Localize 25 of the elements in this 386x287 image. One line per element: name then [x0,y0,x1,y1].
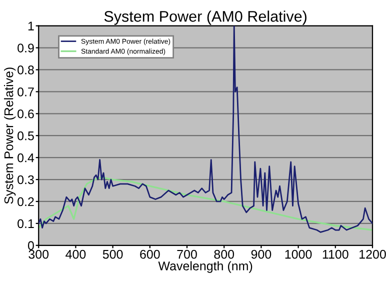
x-axis-title: Wavelength (nm) [158,261,252,273]
x-tick-label: 600 [140,250,160,259]
line-series [38,176,372,231]
y-tick-label: 0.5 [18,131,34,140]
y-tick-label: 0.3 [18,175,34,184]
x-tick-label: 300 [28,250,49,259]
x-tick-label: 1000 [285,250,312,259]
x-tick-label: 500 [102,250,123,259]
x-tick-label: 700 [177,250,197,259]
y-tick-label: 0.7 [18,87,34,96]
y-tick-label: 0.9 [18,44,34,52]
y-tick-label: 0 [28,241,34,250]
x-tick-label: 400 [66,250,86,259]
y-axis-title: System Power (Relative) [4,68,16,204]
y-tick-label: 0.8 [18,66,34,74]
x-tick-label: 900 [251,250,272,259]
x-tick-label: 800 [214,250,234,259]
y-tick-label: 0.6 [18,109,34,118]
x-tick-label: 1100 [322,250,348,259]
x-tick-label: 1200 [360,250,386,259]
y-tick-label: 0.4 [18,153,34,162]
y-tick-label: 0.2 [18,197,34,206]
y-tick-label: 1 [28,22,34,30]
chart-title: System Power (AM0 Relative) [104,10,306,25]
y-tick-label: 0.1 [18,219,34,228]
